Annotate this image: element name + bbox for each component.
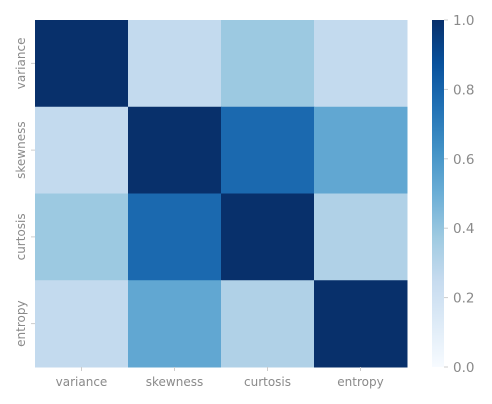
x-tick-label-skewness: skewness xyxy=(146,375,203,389)
heatmap-cell-skewness-entropy xyxy=(314,106,408,194)
heatmap-cell-entropy-curtosis xyxy=(221,280,315,368)
heatmap-cell-skewness-curtosis xyxy=(221,106,315,194)
colorbar-tick-label-0.6: 0.6 xyxy=(453,152,474,168)
x-tick-label-curtosis: curtosis xyxy=(244,375,291,389)
colorbar-tick-label-0.8: 0.8 xyxy=(453,82,474,98)
heatmap-cell-variance-entropy xyxy=(314,20,408,108)
y-tick-label-curtosis: curtosis xyxy=(14,213,28,260)
colorbar-axis: 0.0 0.2 0.4 0.6 0.8 1.0 xyxy=(444,13,474,376)
y-axis: variance skewness curtosis entropy xyxy=(14,38,35,347)
heatmap-cell-skewness-variance xyxy=(35,106,129,194)
colorbar-tick-label-1.0: 1.0 xyxy=(453,13,474,29)
colorbar-tick-label-0.2: 0.2 xyxy=(453,291,474,307)
heatmap-cell-entropy-skewness xyxy=(128,280,222,368)
heatmap-cell-entropy-entropy xyxy=(314,280,408,368)
heatmap-cell-curtosis-entropy xyxy=(314,193,408,281)
heatmap-cells xyxy=(35,20,408,368)
heatmap-cell-curtosis-curtosis xyxy=(221,193,315,281)
x-tick-label-entropy: entropy xyxy=(337,375,383,389)
heatmap-cell-curtosis-variance xyxy=(35,193,129,281)
heatmap-cell-variance-curtosis xyxy=(221,20,315,108)
heatmap-cell-entropy-variance xyxy=(35,280,129,368)
y-tick-label-entropy: entropy xyxy=(14,300,28,346)
heatmap-cell-variance-skewness xyxy=(128,20,222,108)
colorbar xyxy=(432,20,444,367)
colorbar-tick-label-0.0: 0.0 xyxy=(453,360,474,376)
x-tick-label-variance: variance xyxy=(56,375,108,389)
y-tick-label-skewness: skewness xyxy=(14,121,28,178)
heatmap-cell-variance-variance xyxy=(35,20,129,108)
heatmap-cell-skewness-skewness xyxy=(128,106,222,194)
heatmap-cell-curtosis-skewness xyxy=(128,193,222,281)
x-axis: variance skewness curtosis entropy xyxy=(56,367,384,389)
y-tick-label-variance: variance xyxy=(14,38,28,90)
colorbar-tick-label-0.4: 0.4 xyxy=(453,221,474,237)
